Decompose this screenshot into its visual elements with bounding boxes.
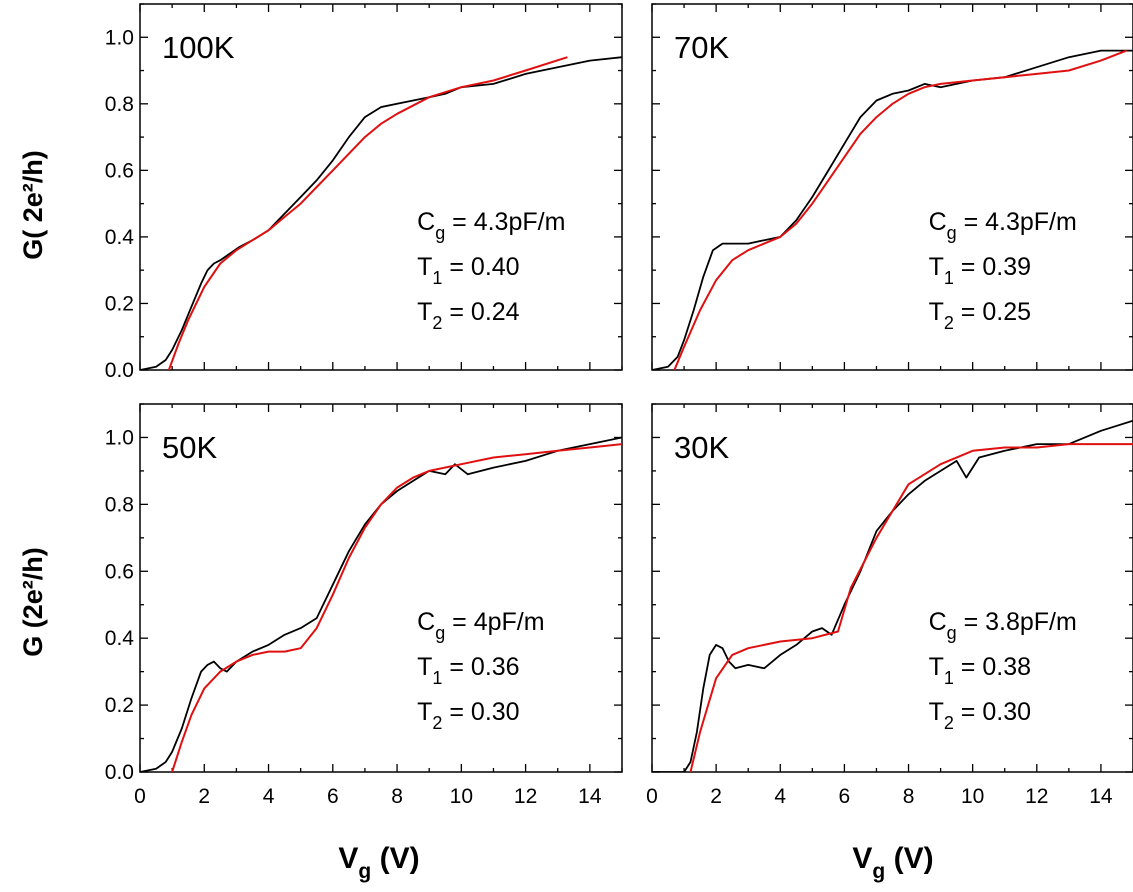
fit-parameter-label: Cg = 4pF/m: [417, 608, 544, 643]
data-curve: [652, 419, 1133, 772]
panels: 0.0 0.2 0.4 0.6 0.8 1.0 100K Cg = 4.3pF/m T1 = 0…: [105, 3, 1133, 808]
plot-frame: [651, 3, 1133, 371]
x-tick-label: 10: [450, 785, 473, 808]
x-tick-label: 14: [578, 785, 602, 808]
y-tick-label: 0.4: [105, 627, 135, 650]
plot-frame: [651, 403, 1133, 773]
y-tick-label: 0.0: [105, 761, 134, 784]
x-tick-label: 4: [263, 785, 275, 808]
y-tick-label: 0.6: [105, 560, 134, 583]
y-axis-label-top: G( 2e²/h): [18, 150, 48, 260]
fit-parameter-label: T1 = 0.38: [929, 653, 1031, 688]
y-tick-label: 0.0: [105, 359, 134, 382]
x-tick-label: 8: [903, 785, 915, 808]
x-tick-label: 6: [839, 785, 851, 808]
panel-bottom-right: 0 2 4 6 8 10 12 14 30K Cg = 3.8pF/m T1 = 0.38 T2 = …: [646, 403, 1133, 808]
x-axis-label-main: V: [852, 842, 872, 875]
plot-frame: [139, 3, 623, 371]
panel-top-left: 0.0 0.2 0.4 0.6 0.8 1.0 100K Cg = 4.3pF/m T1 = 0…: [105, 3, 623, 382]
x-tick-label: 10: [961, 785, 984, 808]
x-axis-label-main: V: [338, 842, 358, 875]
y-tick-label: 0.2: [105, 292, 134, 315]
fit-parameter-label: T1 = 0.40: [417, 253, 519, 288]
temperature-label: 70K: [674, 30, 729, 65]
y-tick-label: 0.8: [105, 493, 134, 516]
x-tick-label: 0: [134, 785, 146, 808]
fit-curve: [167, 56, 568, 370]
y-tick-label: 1.0: [105, 426, 134, 449]
x-tick-label: 8: [391, 785, 403, 808]
y-tick-label: 1.0: [105, 26, 134, 49]
fit-curve: [689, 443, 1133, 772]
x-axis-label-sub: g: [872, 860, 885, 883]
y-tick-label: 0.6: [105, 159, 134, 182]
x-tick-label: 6: [327, 785, 339, 808]
fit-curve: [171, 443, 622, 772]
temperature-label: 30K: [674, 430, 729, 465]
x-tick-label: 2: [710, 785, 722, 808]
fit-parameter-label: Cg = 3.8pF/m: [929, 608, 1077, 643]
x-tick-label: 0: [646, 785, 658, 808]
y-tick-label: 0.4: [105, 226, 135, 249]
fit-curve: [673, 49, 1127, 370]
panel-bottom-left: 0.0 0.2 0.4 0.6 0.8 1.0 0 2 4 6 8 10 12 14 50K Cg = 4pF…: [105, 403, 623, 808]
x-axis-label-left: Vg (V): [338, 842, 419, 883]
fit-parameter-label: T2 = 0.24: [417, 298, 520, 333]
x-tick-label: 14: [1089, 785, 1113, 808]
x-axis-label-unit: (V): [885, 842, 933, 875]
x-tick-label: 2: [198, 785, 210, 808]
x-tick-label: 12: [514, 785, 537, 808]
fit-parameter-label: Cg = 4.3pF/m: [929, 208, 1077, 243]
y-tick-label: 0.8: [105, 93, 134, 116]
data-curve: [140, 436, 622, 772]
fit-parameter-label: T2 = 0.30: [417, 698, 519, 733]
fit-parameter-label: T1 = 0.36: [417, 653, 519, 688]
fit-parameter-label: T2 = 0.25: [929, 298, 1031, 333]
x-axis-label-unit: (V): [371, 842, 419, 875]
fit-parameter-label: T2 = 0.30: [929, 698, 1031, 733]
fit-parameter-label: T1 = 0.39: [929, 253, 1031, 288]
fit-parameter-label: Cg = 4.3pF/m: [417, 208, 565, 243]
y-tick-label: 0.2: [105, 694, 134, 717]
x-tick-label: 12: [1025, 785, 1048, 808]
plot-frame: [139, 403, 623, 773]
temperature-label: 100K: [162, 30, 235, 65]
temperature-label: 50K: [162, 430, 217, 465]
x-axis-label-right: Vg (V): [852, 842, 933, 883]
x-tick-label: 4: [774, 785, 786, 808]
y-axis-label-bottom: G (2e²/h): [18, 547, 48, 657]
x-axis-label-sub: g: [358, 860, 371, 883]
panel-top-right: 70K Cg = 4.3pF/m T1 = 0.39 T2 = 0.25: [651, 3, 1133, 371]
